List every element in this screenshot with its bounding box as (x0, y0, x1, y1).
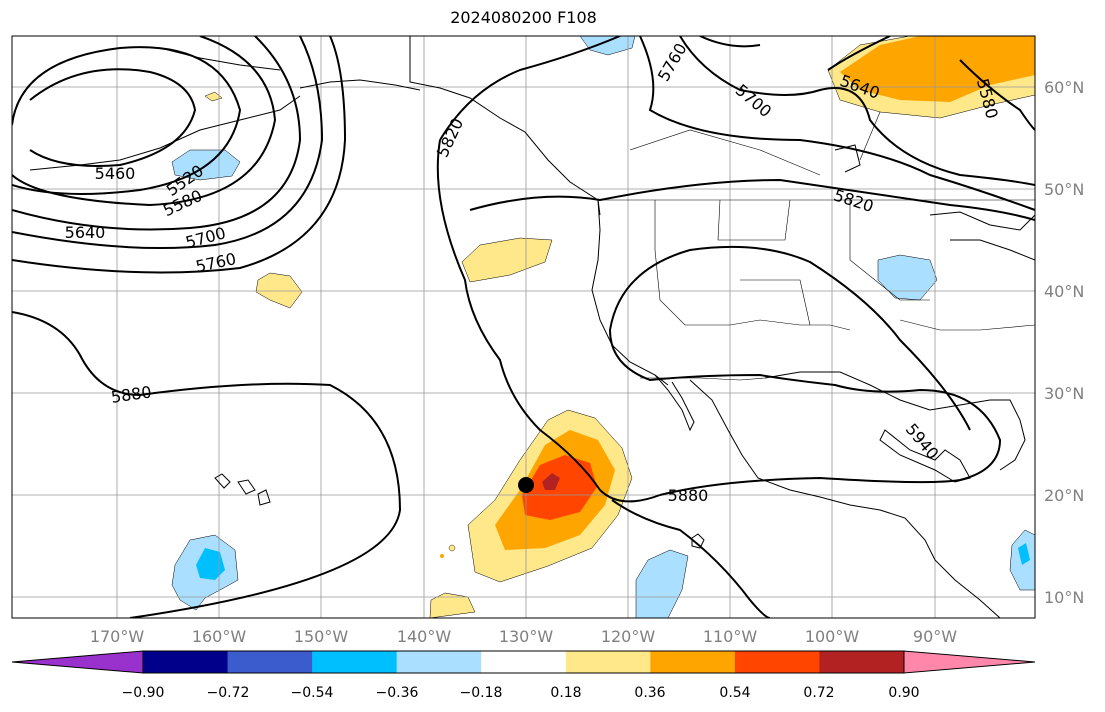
colorbar-segment (396, 651, 482, 673)
colorbar-frame (142, 650, 905, 674)
lon-tick-label: 100°W (805, 627, 860, 646)
colorbar-ticks: −0.90 −0.72 −0.54 −0.36 −0.18 0.18 0.36 … (122, 685, 920, 701)
contour-label: 5640 (65, 223, 106, 242)
map-title: 2024080200 F108 (450, 8, 597, 27)
colorbar-extend-left (11, 650, 144, 674)
colorbar-segment (650, 651, 736, 673)
latitude-labels: 60°N 50°N 40°N 30°N 20°N 10°N (1044, 78, 1084, 607)
colorbar-segment (312, 651, 398, 673)
colorbar-segment (819, 651, 905, 673)
colorbar-segment (227, 651, 313, 673)
lon-tick-label: 110°W (703, 627, 758, 646)
lat-tick-label: 10°N (1044, 588, 1084, 607)
colorbar-tick-label: −0.90 (122, 685, 165, 701)
colorbar-tick-label: −0.54 (291, 685, 334, 701)
colorbar-tick-label: 0.18 (550, 685, 581, 701)
colorbar-tick-label: 0.72 (803, 685, 834, 701)
lon-tick-label: 140°W (397, 627, 452, 646)
gridlines (12, 36, 1035, 618)
colorbar-extend-right (903, 650, 1036, 674)
colorbar-segments (143, 651, 905, 673)
colorbar-segment (143, 651, 229, 673)
lon-tick-label: 90°W (913, 627, 957, 646)
colorbar-segment (734, 651, 820, 673)
lat-tick-label: 20°N (1044, 486, 1084, 505)
colorbar-tick-label: 0.36 (634, 685, 665, 701)
colorbar: −0.90 −0.72 −0.54 −0.36 −0.18 0.18 0.36 … (11, 650, 1036, 701)
lon-tick-label: 120°W (601, 627, 656, 646)
lon-tick-label: 160°W (192, 627, 247, 646)
colorbar-tick-label: −0.18 (460, 685, 503, 701)
lon-tick-label: 170°W (90, 627, 145, 646)
contour-label: 5880 (668, 486, 709, 505)
colorbar-tick-label: −0.36 (376, 685, 419, 701)
longitude-labels: 170°W 160°W 150°W 140°W 130°W 120°W 110°… (90, 627, 957, 646)
colorbar-tick-label: −0.72 (207, 685, 250, 701)
lat-tick-label: 60°N (1044, 78, 1084, 97)
negative-anomaly-east-pacific (635, 549, 689, 618)
lon-tick-label: 150°W (294, 627, 349, 646)
colorbar-tick-label: 0.90 (888, 685, 919, 701)
colorbar-tick-label: 0.54 (719, 685, 750, 701)
lon-tick-label: 130°W (499, 627, 554, 646)
colorbar-segment (565, 651, 651, 673)
height-contours (12, 36, 1035, 618)
negative-anomaly-great-lakes (877, 254, 938, 301)
coastlines (29, 36, 1035, 618)
storm-marker-icon (518, 477, 534, 493)
colorbar-segment (481, 651, 567, 673)
lat-tick-label: 40°N (1044, 282, 1084, 301)
positive-anomaly-pacific-nw (461, 237, 553, 283)
lat-tick-label: 50°N (1044, 180, 1084, 199)
lat-tick-label: 30°N (1044, 384, 1084, 403)
borders (409, 36, 1035, 381)
contour-label: 5460 (95, 164, 136, 183)
map-frame (11, 35, 1036, 619)
